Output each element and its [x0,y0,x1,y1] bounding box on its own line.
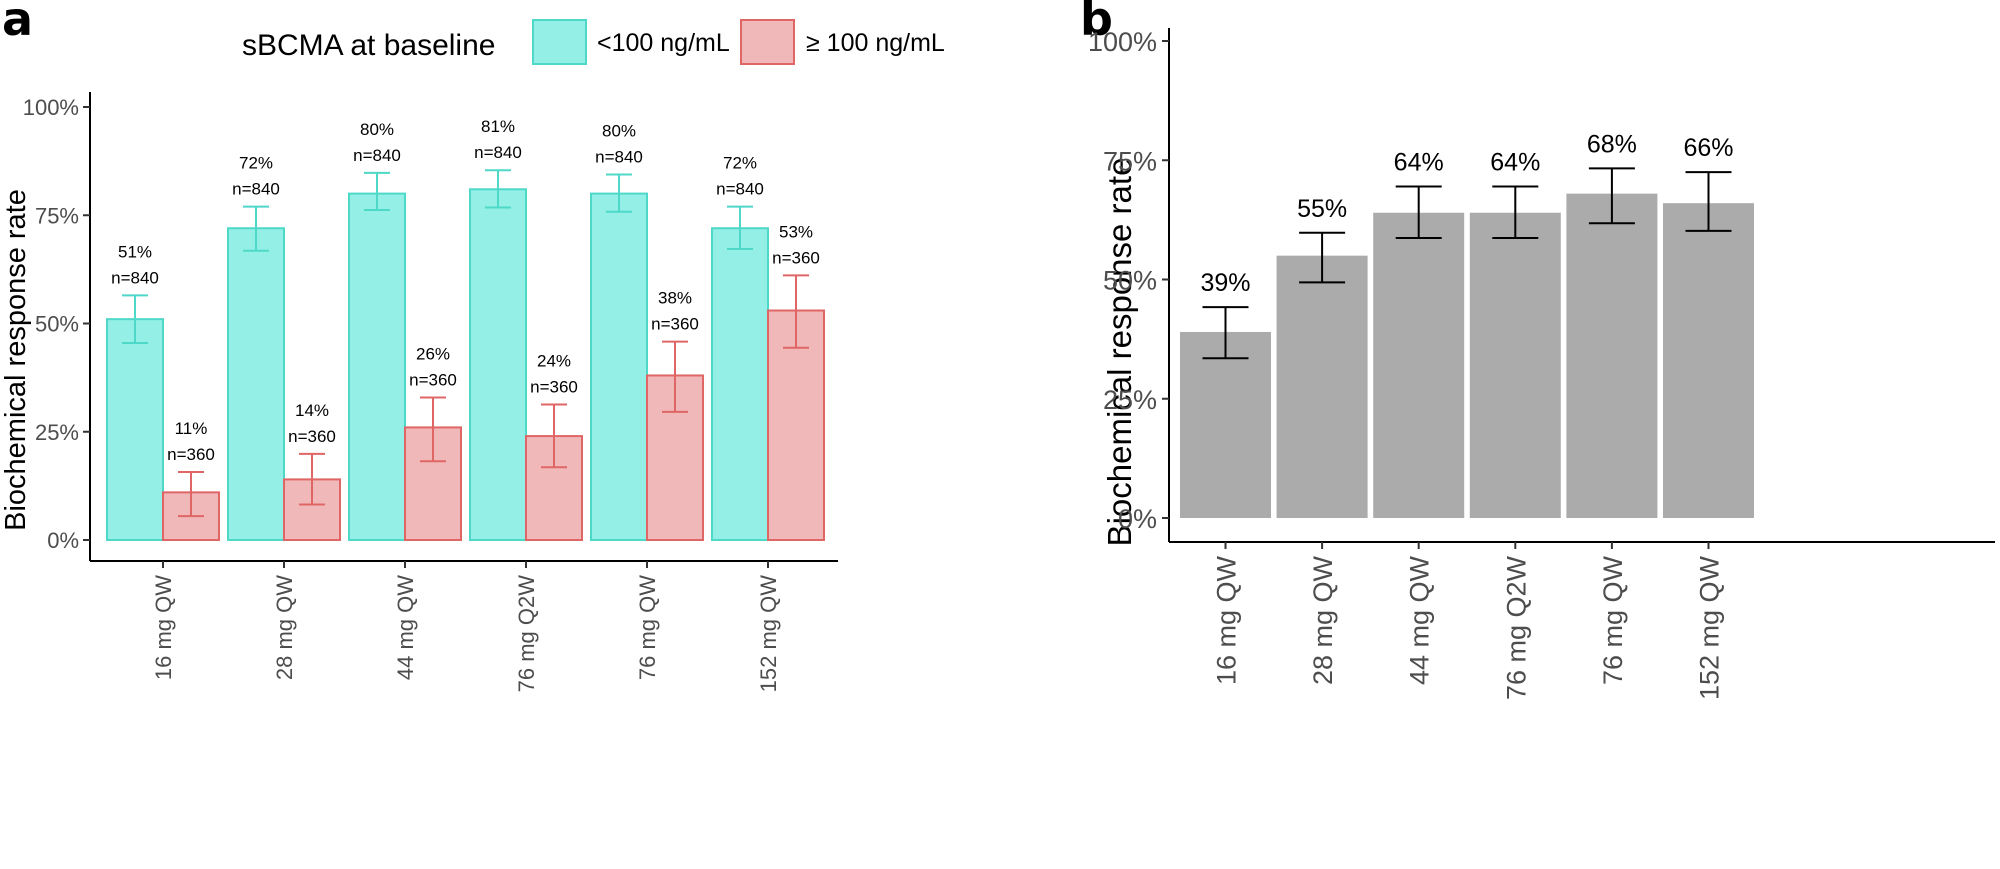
legend-swatch-above-100 [740,19,795,65]
y-tick-label: 100% [1088,27,1157,57]
x-tick-label-152-mg-qw: 152 mg QW [1695,555,1725,700]
value-label: 68% [1587,130,1637,158]
x-tick-label-28-mg-qw: 28 mg QW [1308,555,1338,685]
x-tick-label-44-mg-qw: 44 mg QW [1405,555,1435,685]
y-axis: 0% 25% 50% 75% 100% [23,92,91,561]
y-tick-label: 25% [35,420,79,445]
bar-44-mg-qw [1373,212,1465,518]
value-label: 39% [1200,269,1250,297]
bar-76-mg-q2w [1469,212,1561,518]
x-tick-label-28-mg-qw: 28 mg QW [272,575,297,680]
n-label: n=840 [595,148,643,167]
value-label: 38% [658,289,692,308]
value-label: 11% [175,419,208,438]
legend: sBCMA at baseline <100 ng/mL ≥ 100 ng/mL [242,19,945,65]
n-label: n=840 [716,180,764,199]
n-label: n=360 [288,427,336,446]
bar-100-ng-ml-28-mg-qw [227,227,285,542]
value-label: 64% [1490,148,1540,176]
panel-a-chart: a sBCMA at baseline <100 ng/mL ≥ 100 ng/… [0,0,945,692]
y-tick-label: 25% [1103,385,1157,415]
x-tick-label-76-mg-q2w: 76 mg Q2W [1501,555,1531,700]
y-tick-label: 0% [1118,504,1157,534]
value-label: 51% [118,242,152,261]
value-label: 72% [723,154,757,173]
value-label: 80% [602,122,636,141]
x-tick-label-44-mg-qw: 44 mg QW [393,575,418,680]
value-label: 66% [1683,134,1733,162]
value-label: 80% [360,120,394,139]
n-label: n=360 [651,315,699,334]
bar-16-mg-qw [1180,331,1271,518]
value-label: 14% [295,401,329,420]
x-tick-label-76-mg-qw: 76 mg QW [1598,555,1628,685]
panel-b-chart: b Biochemical response rate 0% 25% 50% 75% 1… [1080,0,1995,700]
legend-entry-above-100: ≥ 100 ng/mL [806,29,945,57]
legend-swatch-below-100 [532,19,587,65]
legend-title: sBCMA at baseline [242,29,495,62]
n-label: n=840 [474,143,522,162]
bar-100-ng-ml-16-mg-qw [106,318,164,542]
bar-100-ng-ml-44-mg-qw [348,192,406,541]
y-tick-label: 50% [1103,266,1157,296]
y-tick-label: 75% [1103,146,1157,176]
y-tick-label: 50% [35,312,79,337]
bar-152-mg-qw [1663,203,1754,518]
y-tick-label: 75% [35,203,79,228]
value-label: 24% [537,351,571,370]
bar-100-ng-ml-76-mg-qw [590,192,648,541]
error-bars [122,169,809,518]
x-tick-label-16-mg-qw: 16 mg QW [151,575,176,680]
n-label: n=360 [530,377,578,396]
value-label: 26% [416,345,450,364]
bars [1180,193,1754,518]
value-label: 53% [779,222,813,241]
legend-entry-below-100: <100 ng/mL [597,29,730,57]
bar-100-ng-ml-28-mg-qw [283,478,341,542]
bar-100-ng-ml-152-mg-qw [711,227,769,542]
bars [106,188,825,542]
x-tick-label-16-mg-qw: 16 mg QW [1212,555,1242,685]
error-bars [1202,167,1732,360]
x-tick-label-76-mg-q2w: 76 mg Q2W [514,575,539,693]
n-label: n=840 [353,146,401,165]
n-label: n=840 [111,268,159,287]
panel-b-letter: b [1080,0,1113,46]
x-tick-label-76-mg-qw: 76 mg QW [635,575,660,680]
n-label: n=360 [409,371,457,390]
data-labels: 39% 55% 64% 64% 68% 66% [1200,130,1733,297]
value-label: 64% [1394,148,1444,176]
x-axis: 16 mg QW 28 mg QW 44 mg QW 76 mg Q2W 76 mg Q… [1169,541,1995,700]
value-label: 72% [239,154,273,173]
bar-28-mg-qw [1276,255,1368,518]
data-labels: 51% n=840 72% n=840 80% n=840 81% n=840 80% n=840… [111,117,820,464]
value-label: 55% [1297,195,1347,223]
y-axis-label: Biochemical response rate [0,189,32,531]
y-tick-label: 0% [47,528,79,553]
bar-76-mg-qw [1566,193,1658,518]
y-axis-label: Biochemical response rate [1101,158,1138,547]
x-tick-label-152-mg-qw: 152 mg QW [756,575,781,693]
bar-100-ng-ml-152-mg-qw [767,309,825,542]
n-label: n=840 [232,180,280,199]
y-tick-label: 100% [23,95,79,120]
x-axis: 16 mg QW 28 mg QW 44 mg QW 76 mg Q2W 76 mg Q… [90,560,838,693]
n-label: n=360 [772,248,820,267]
value-label: 81% [481,117,515,136]
panel-a-letter: a [2,0,33,46]
y-axis: 0% 25% 50% 75% 100% [1088,27,1170,542]
bar-100-ng-ml-76-mg-q2w [469,188,527,542]
n-label: n=360 [167,445,215,464]
